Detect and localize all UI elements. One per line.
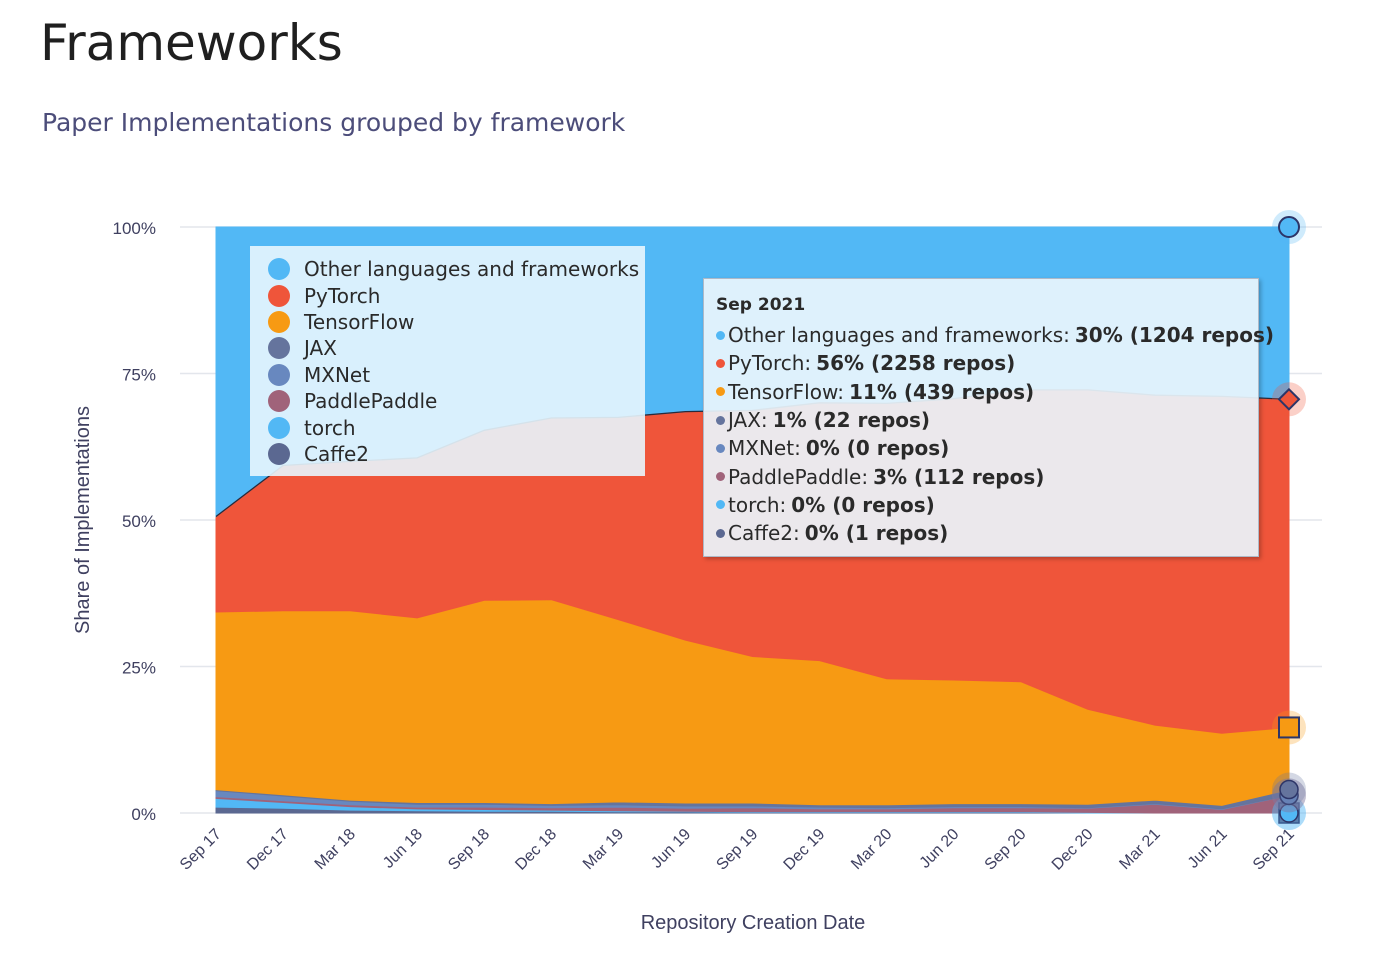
tooltip-label: MXNet:	[728, 436, 801, 461]
x-tick-label: Dec 18	[512, 826, 560, 874]
legend-label: JAX	[304, 336, 337, 361]
page-title: Frameworks	[40, 14, 343, 72]
tooltip-swatch	[716, 415, 725, 425]
legend-item-tensorflow[interactable]: TensorFlow	[268, 309, 645, 335]
tooltip-label: TensorFlow:	[728, 379, 844, 404]
tooltip-swatch	[716, 358, 725, 368]
legend-swatch	[268, 258, 290, 281]
tooltip-title: Sep 2021	[716, 295, 806, 315]
tooltip-swatch	[716, 443, 725, 453]
x-tick-label: Jun 18	[380, 826, 426, 872]
legend-item-paddlepaddle[interactable]: PaddlePaddle	[268, 388, 645, 414]
x-tick-label: Jun 21	[1185, 826, 1231, 872]
x-tick-label: Jun 20	[917, 826, 963, 872]
x-axis-ticks: Sep 17 Dec 17 Mar 18 Jun 18 Sep 18 Dec 18 Mar …	[177, 826, 1298, 874]
x-tick-label: Sep 20	[982, 826, 1030, 874]
legend-item-caffe2[interactable]: Caffe2	[268, 441, 645, 467]
x-tick-label: Mar 18	[312, 826, 359, 873]
chart-legend: Other languages and frameworks PyTorch Ten…	[250, 246, 645, 476]
tooltip-value: 1% (22 repos)	[772, 408, 931, 433]
legend-label: PyTorch	[304, 283, 381, 308]
tooltip-value: 11% (439 repos)	[848, 379, 1035, 404]
legend-swatch	[268, 337, 290, 360]
legend-item-pytorch[interactable]: PyTorch	[268, 282, 645, 308]
tooltip-row: PyTorch: 56% (2258 repos)	[716, 349, 1258, 377]
x-tick-label: Dec 20	[1049, 826, 1097, 874]
hover-markers	[1272, 210, 1306, 830]
tooltip-swatch	[716, 330, 725, 340]
legend-swatch	[268, 416, 290, 439]
tooltip-row: Other languages and frameworks: 30% (1204…	[716, 321, 1274, 349]
legend-label: PaddlePaddle	[304, 389, 438, 414]
tooltip-value: 56% (2258 repos)	[816, 351, 1016, 376]
x-tick-label: Mar 21	[1116, 826, 1163, 873]
y-axis-label: Share of Implementations	[72, 406, 94, 634]
x-tick-label: Mar 20	[848, 826, 895, 873]
marker-jax	[1279, 779, 1299, 800]
y-tick-label: 0%	[131, 805, 156, 824]
legend-swatch	[268, 390, 290, 413]
x-tick-label: Dec 17	[244, 826, 292, 874]
legend-swatch	[268, 310, 290, 333]
legend-swatch	[268, 284, 290, 307]
legend-item-other-languages-and-frameworks[interactable]: Other languages and frameworks	[268, 256, 645, 282]
tooltip-row: JAX: 1% (22 repos)	[716, 406, 1258, 434]
tooltip-value: 0% (1 repos)	[804, 521, 949, 546]
y-tick-label: 100%	[113, 219, 156, 238]
legend-item-torch[interactable]: torch	[268, 414, 645, 440]
x-tick-label: Jun 19	[648, 826, 694, 872]
tooltip-value: 0% (0 repos)	[805, 436, 950, 461]
legend-item-jax[interactable]: JAX	[268, 335, 645, 361]
legend-label: Caffe2	[304, 441, 370, 466]
tooltip-swatch	[716, 472, 725, 482]
legend-label: TensorFlow	[304, 309, 415, 334]
x-tick-label: Sep 21	[1250, 826, 1298, 874]
tooltip-row: Caffe2: 0% (1 repos)	[716, 519, 1258, 547]
tooltip-row: torch: 0% (0 repos)	[716, 491, 1258, 519]
y-tick-label: 25%	[122, 659, 156, 678]
legend-label: torch	[304, 415, 356, 440]
y-axis-ticks: 0% 25% 50% 75% 100%	[113, 219, 156, 824]
x-tick-label: Sep 18	[445, 826, 493, 874]
x-tick-label: Sep 17	[177, 826, 225, 874]
tooltip-label: PyTorch:	[728, 351, 812, 376]
tooltip-label: Caffe2:	[728, 521, 800, 546]
page-subtitle: Paper Implementations grouped by framewo…	[42, 108, 626, 137]
tooltip-label: torch:	[728, 492, 787, 517]
tooltip-swatch	[716, 528, 725, 538]
tooltip-row: MXNet: 0% (0 repos)	[716, 434, 1258, 462]
tooltip-row: PaddlePaddle: 3% (112 repos)	[716, 462, 1258, 490]
tooltip-value: 0% (0 repos)	[791, 492, 935, 517]
x-tick-label: Dec 19	[781, 826, 829, 874]
marker-pytorch	[1277, 387, 1301, 411]
tooltip-swatch	[716, 387, 725, 397]
tooltip-row: TensorFlow: 11% (439 repos)	[716, 378, 1258, 406]
legend-label: Other languages and frameworks	[304, 257, 640, 282]
legend-item-mxnet[interactable]: MXNet	[268, 362, 645, 388]
legend-label: MXNet	[304, 362, 371, 387]
x-axis-label: Repository Creation Date	[641, 912, 866, 934]
y-tick-label: 75%	[122, 366, 156, 385]
tooltip-value: 30% (1204 repos)	[1074, 323, 1275, 348]
tooltip-label: Other languages and frameworks:	[728, 323, 1070, 348]
legend-swatch	[268, 363, 290, 386]
x-tick-label: Sep 19	[713, 826, 761, 874]
legend-swatch	[268, 442, 290, 465]
chart-tooltip: Sep 2021 Other languages and frameworks:…	[703, 278, 1274, 557]
tooltip-label: JAX:	[728, 408, 768, 433]
x-tick-label: Mar 19	[580, 826, 627, 873]
y-tick-label: 50%	[122, 512, 156, 531]
marker-tensorflow	[1278, 716, 1300, 739]
tooltip-label: PaddlePaddle:	[728, 464, 869, 489]
marker-other-languages-and-frameworks	[1278, 216, 1300, 238]
tooltip-value: 3% (112 repos)	[873, 464, 1045, 489]
tooltip-swatch	[716, 500, 725, 510]
